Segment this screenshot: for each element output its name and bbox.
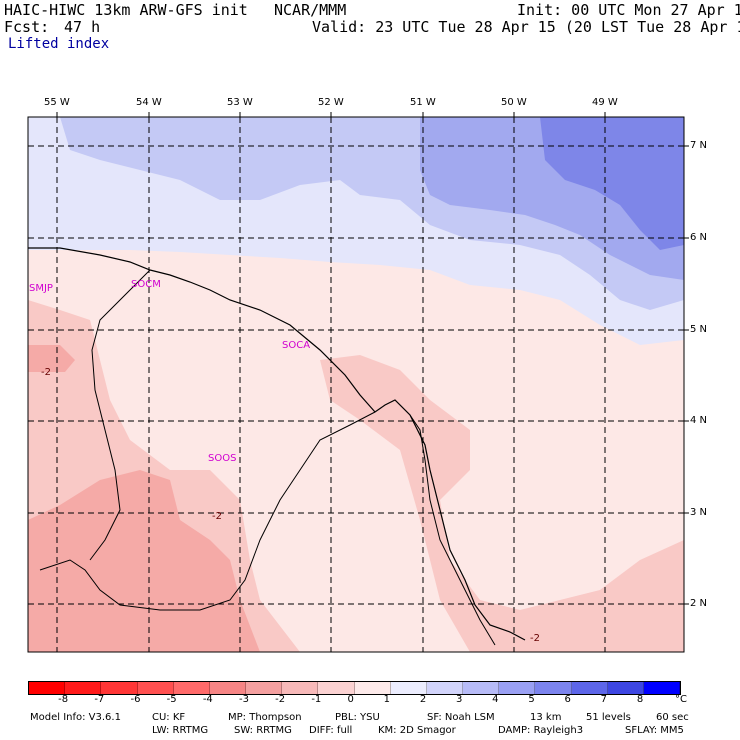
model-title: HAIC-HIWC 13km ARW-GFS init <box>4 1 248 19</box>
negative-region-2 <box>320 355 684 652</box>
contour-label: -2 <box>41 367 51 378</box>
colorbar-swatch <box>282 682 319 694</box>
colorbar-tick-label: 6 <box>564 694 571 705</box>
colorbar-swatch <box>101 682 138 694</box>
colorbar-swatch <box>463 682 500 694</box>
lat-label-2n: 2 N <box>690 598 708 609</box>
lat-label-7n: 7 N <box>690 140 708 151</box>
footer-levels: 51 levels <box>586 712 631 723</box>
field-name: Lifted index <box>8 36 110 52</box>
footer-lw: LW: RRTMG <box>152 725 209 736</box>
lon-label-50w: 50 W <box>501 97 527 108</box>
footer-sflay: SFLAY: MM5 <box>625 725 684 736</box>
border-east <box>409 414 496 646</box>
lon-label-53w: 53 W <box>227 97 253 108</box>
init-time: Init: 00 UTC Mon 27 Apr 15 <box>517 1 740 19</box>
colorbar-tick-label: -1 <box>311 694 322 705</box>
colorbar-tick-label: 4 <box>492 694 499 705</box>
lon-label-51w: 51 W <box>410 97 436 108</box>
colorbar-tick-label: -4 <box>202 694 213 705</box>
colorbar-swatch <box>173 682 210 694</box>
colorbar-swatch <box>535 682 572 694</box>
map-frame <box>27 116 685 653</box>
ticks <box>56 112 689 605</box>
colorbar-tick-label: -7 <box>94 694 105 705</box>
colorbar-swatch <box>246 682 283 694</box>
positive-region-4 <box>540 117 684 250</box>
station-soca: SOCA <box>282 340 311 351</box>
colorbar-swatch <box>29 682 66 694</box>
colorbar-swatch <box>426 682 464 694</box>
colorbar-tick-label: -5 <box>166 694 177 705</box>
lat-label-5n: 5 N <box>690 324 708 335</box>
valid-time: Valid: 23 UTC Tue 28 Apr 15 (20 LST Tue … <box>312 18 740 36</box>
forecast-label: Fcst: <box>4 18 50 36</box>
lon-label-55w: 55 W <box>44 97 70 108</box>
negative-region-3 <box>28 345 260 652</box>
colorbar-tick-label: -3 <box>239 694 249 705</box>
footer-mp: MP: Thompson <box>228 712 302 723</box>
colorbar-swatch <box>137 682 174 694</box>
footer-cu: CU: KF <box>152 712 186 723</box>
lat-label-3n: 3 N <box>690 507 708 518</box>
colorbar-swatch <box>571 682 608 694</box>
footer-sf: SF: Noah LSM <box>427 712 495 723</box>
colorbar-tick-label: -6 <box>130 694 141 705</box>
coastline <box>28 247 526 641</box>
forecast-hour: 47 h <box>64 18 101 36</box>
colorbar-unit: °C <box>675 694 687 705</box>
border-west <box>89 269 151 561</box>
colorbar-tick-label: 7 <box>600 694 608 705</box>
footer-damp: DAMP: Rayleigh3 <box>498 725 584 736</box>
footer-sw: SW: RRTMG <box>234 725 292 736</box>
colorbar-tick-label: 5 <box>528 694 535 705</box>
colorbar-swatch <box>499 682 536 694</box>
footer-km: KM: 2D Smagor <box>378 725 456 736</box>
lon-label-52w: 52 W <box>318 97 344 108</box>
colorbar-tick-label: 3 <box>456 694 463 705</box>
lon-label-49w: 49 W <box>592 97 618 108</box>
colorbar-swatch <box>607 682 644 694</box>
colorbar-tick-label: 2 <box>419 694 427 705</box>
colorbar-swatch <box>65 682 102 694</box>
footer-diff: DIFF: full <box>309 725 353 736</box>
colorbar-tick-label: 8 <box>636 694 644 705</box>
lon-label-54w: 54 W <box>136 97 162 108</box>
colorbar <box>28 681 681 695</box>
station-soos: SOOS <box>208 453 237 464</box>
lat-label-6n: 6 N <box>690 232 708 243</box>
border-suriname-french-guiana <box>39 411 376 611</box>
colorbar-tick-label: 0 <box>347 694 354 705</box>
footer-resolution: 13 km <box>530 712 562 723</box>
station-socm: SOCM <box>131 279 161 290</box>
footer-model-info: Model Info: V3.6.1 <box>30 712 121 723</box>
colorbar-swatch <box>390 682 427 694</box>
lat-label-4n: 4 N <box>690 415 708 426</box>
colorbar-tick-label: 1 <box>383 694 391 705</box>
colorbar-swatch <box>643 682 681 694</box>
colorbar-tick-label: -8 <box>58 694 69 705</box>
footer-timestep: 60 sec <box>656 712 689 723</box>
graticule <box>28 117 684 652</box>
footer-pbl: PBL: YSU <box>335 712 380 723</box>
colorbar-swatch <box>209 682 247 694</box>
colorbar-ticks: -8 -7 -6 -5 -4 -3 -2 -1 0 1 2 3 4 5 6 7 8 <box>0 694 740 708</box>
station-smjp: SMJP <box>29 283 53 294</box>
colorbar-swatch <box>354 682 391 694</box>
contour-label: -2 <box>212 511 222 522</box>
colorbar-swatch <box>318 682 355 694</box>
contour-label: -2 <box>530 633 540 644</box>
org-label: NCAR/MMM <box>274 1 347 19</box>
colorbar-tick-label: -2 <box>275 694 286 705</box>
